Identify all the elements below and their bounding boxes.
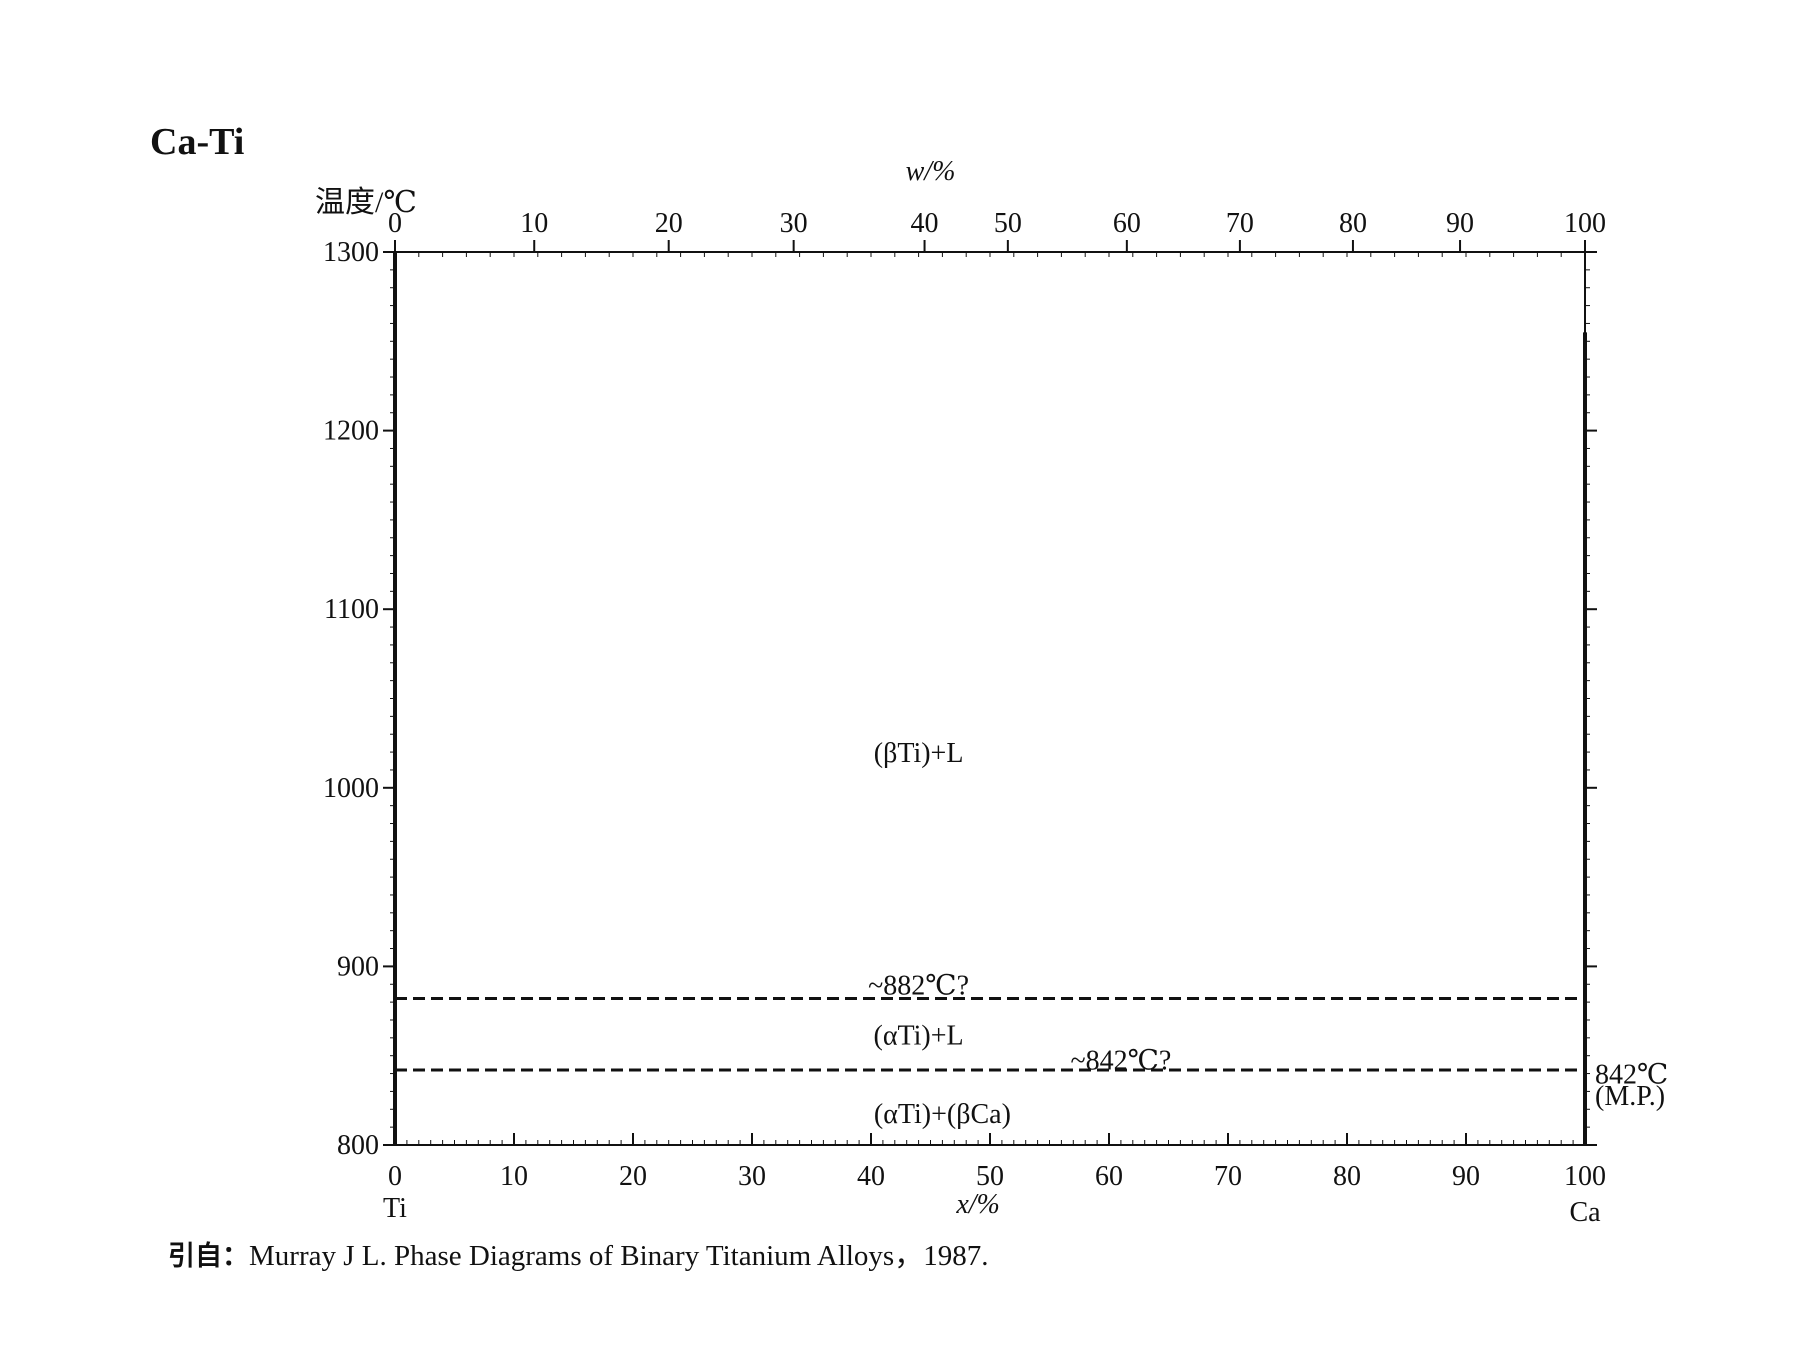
- x2-tick-label: 40: [911, 208, 939, 239]
- annotation-4: (αTi)+(βCa): [874, 1099, 1011, 1130]
- plot-frame-rect: [394, 251, 1586, 1146]
- x-axis-label: x/%: [955, 1189, 1000, 1220]
- x-tick-label: 40: [857, 1161, 885, 1192]
- y-tick-label: 800: [337, 1130, 379, 1161]
- x2-tick-label: 100: [1564, 208, 1606, 239]
- x-tick-label: 20: [619, 1161, 647, 1192]
- left-element-label: Ti: [383, 1193, 407, 1224]
- x2-tick-label: 60: [1113, 208, 1141, 239]
- x2-tick-label: 80: [1339, 208, 1367, 239]
- x2-axis-label: w/%: [906, 156, 956, 187]
- citation-prefix: 引自：: [168, 1241, 249, 1272]
- x2-tick-label: 30: [780, 208, 808, 239]
- plot-frame: [394, 251, 1586, 1146]
- y-axis-label: 温度/℃: [315, 186, 417, 219]
- x2-tick-label: 50: [994, 208, 1022, 239]
- x-tick-label: 70: [1214, 1161, 1242, 1192]
- x-tick-label: 60: [1095, 1161, 1123, 1192]
- y-tick-label: 900: [337, 951, 379, 982]
- x2-tick-label: 20: [655, 208, 683, 239]
- annotation-1: ~882℃?: [868, 970, 969, 1001]
- y-tick-label: 1000: [323, 773, 379, 804]
- x-tick-label: 10: [500, 1161, 528, 1192]
- annotation-6: (M.P.): [1595, 1081, 1665, 1112]
- x-tick-label: 30: [738, 1161, 766, 1192]
- x2-tick-label: 10: [520, 208, 548, 239]
- citation-text: Murray J L. Phase Diagrams of Binary Tit…: [249, 1240, 989, 1272]
- y-tick-label: 1300: [323, 237, 379, 268]
- x2-tick-label: 0: [388, 208, 402, 239]
- annotation-2: (αTi)+L: [874, 1020, 964, 1051]
- y-tick-label: 1100: [324, 594, 379, 625]
- right-element-label: Ca: [1569, 1197, 1601, 1228]
- y-tick-label: 1200: [323, 416, 379, 447]
- x2-tick-label: 70: [1226, 208, 1254, 239]
- x-tick-label: 80: [1333, 1161, 1361, 1192]
- annotation-0: (βTi)+L: [874, 738, 964, 769]
- x2-tick-label: 90: [1446, 208, 1474, 239]
- x-tick-label: 100: [1564, 1161, 1606, 1192]
- tick-layer: [383, 240, 1597, 1146]
- annotation-3: ~842℃?: [1070, 1045, 1171, 1076]
- citation: 引自：Murray J L. Phase Diagrams of Binary …: [168, 1232, 988, 1274]
- series-layer: [393, 252, 1587, 1145]
- x-tick-label: 0: [388, 1161, 402, 1192]
- annotation-5: 842℃: [1595, 1060, 1668, 1091]
- x-tick-label: 50: [976, 1161, 1004, 1192]
- x-tick-label: 90: [1452, 1161, 1480, 1192]
- page-title: Ca-Ti: [150, 121, 245, 163]
